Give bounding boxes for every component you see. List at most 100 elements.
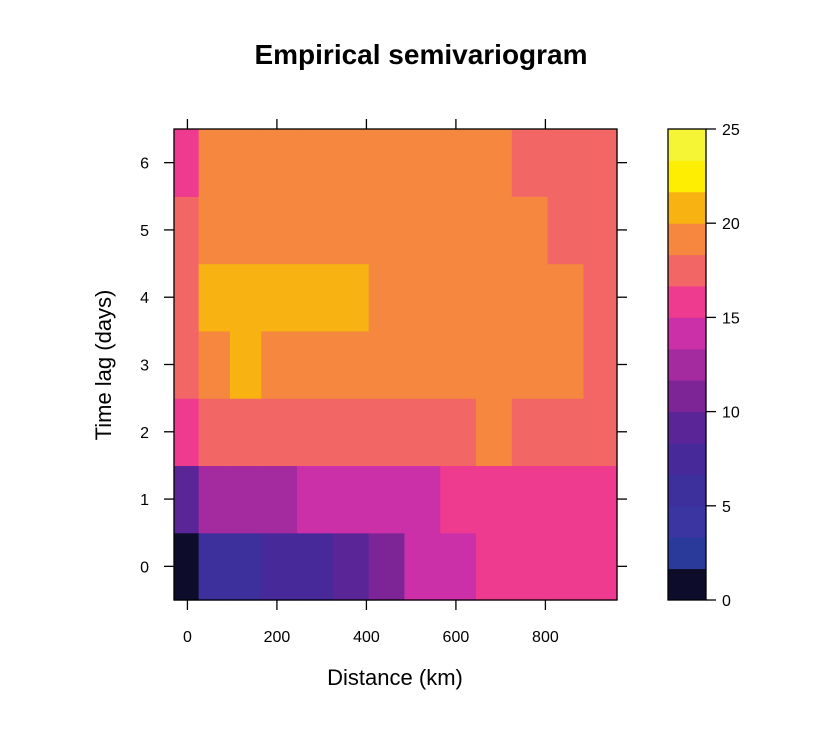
heatmap-cell — [511, 263, 549, 332]
heatmap-cell — [332, 465, 370, 534]
y-tick-label: 0 — [140, 559, 149, 576]
heatmap-cell — [261, 129, 298, 197]
heatmap-cell — [440, 196, 477, 265]
colorbar-tick-label: 0 — [722, 593, 731, 610]
heatmap-cell — [547, 330, 585, 399]
heatmap-cell — [476, 196, 513, 265]
heatmap-cell — [440, 398, 477, 467]
heatmap-cell — [583, 465, 618, 534]
heatmap-cell — [583, 532, 618, 601]
heatmap-cell — [547, 196, 585, 265]
heatmap-cell — [511, 129, 549, 197]
colorbar-swatch — [668, 223, 706, 256]
y-tick-label: 4 — [140, 290, 149, 307]
colorbar-swatch — [668, 537, 706, 570]
x-tick-label: 800 — [532, 629, 559, 646]
heatmap-cell — [547, 532, 585, 601]
colorbar-swatch — [668, 285, 706, 318]
heatmap-cell — [368, 196, 406, 265]
heatmap-cell — [583, 398, 618, 467]
y-tick-label: 3 — [140, 358, 149, 375]
heatmap-cell — [583, 263, 618, 332]
colorbar-swatch — [668, 474, 706, 507]
colorbar-swatch — [668, 411, 706, 444]
heatmap-cell — [297, 263, 334, 332]
heatmap-cell — [229, 465, 262, 534]
heatmap-cell — [229, 398, 262, 467]
heatmap-cell — [174, 465, 200, 534]
y-tick-label: 1 — [140, 492, 149, 509]
colorbar-swatch — [668, 254, 706, 287]
colorbar-frame — [667, 128, 707, 601]
heatmap-cell — [332, 330, 370, 399]
heatmap-cell — [368, 532, 406, 601]
colorbar-swatch — [668, 380, 706, 413]
heatmap-cell — [511, 330, 549, 399]
heatmap-cell — [368, 330, 406, 399]
heatmap-cell — [261, 465, 298, 534]
colorbar-swatch — [668, 191, 706, 224]
colorbar-swatch — [668, 568, 706, 601]
heatmap-cell — [404, 465, 441, 534]
heatmap-cell — [174, 398, 200, 467]
heatmap-cell — [174, 263, 200, 332]
heatmap-cell — [404, 263, 441, 332]
heatmap-cell — [297, 532, 334, 601]
heatmap-cell — [332, 532, 370, 601]
heatmap-cell — [476, 263, 513, 332]
heatmap-cell — [547, 263, 585, 332]
heatmap-cell — [198, 330, 231, 399]
heatmap-cell — [297, 465, 334, 534]
heatmap-cell — [547, 129, 585, 197]
colorbar-tick-label: 5 — [722, 499, 731, 516]
heatmap-cell — [198, 196, 231, 265]
heatmap-cell — [174, 196, 200, 265]
heatmap-cell — [229, 129, 262, 197]
heatmap-cell — [229, 196, 262, 265]
heatmap-cell — [440, 263, 477, 332]
heatmap-cell — [476, 532, 513, 601]
heatmap-cell — [440, 330, 477, 399]
chart-title: Empirical semivariogram — [254, 39, 587, 70]
heatmap-cell — [547, 398, 585, 467]
heatmap-cell — [511, 398, 549, 467]
heatmap-cell — [332, 129, 370, 197]
heatmap-cell — [198, 465, 231, 534]
heatmap-cell — [476, 129, 513, 197]
heatmap-cell — [583, 330, 618, 399]
heatmap-cell — [261, 330, 298, 399]
y-tick-label: 6 — [140, 156, 149, 173]
colorbar-swatch — [668, 317, 706, 350]
x-tick-label: 400 — [353, 629, 380, 646]
heatmap-cell — [511, 532, 549, 601]
colorbar-tick-label: 15 — [722, 310, 740, 327]
heatmap-cell — [440, 129, 477, 197]
heatmap-cell — [332, 196, 370, 265]
heatmap-cells — [174, 129, 618, 601]
heatmap-cell — [368, 129, 406, 197]
heatmap-cell — [198, 532, 231, 601]
colorbar: 0 5 10 15 20 25 — [667, 122, 740, 610]
y-axis-label: Time lag (days) — [91, 290, 116, 441]
colorbar-swatch — [668, 129, 706, 161]
heatmap-cell — [476, 330, 513, 399]
heatmap-cell — [583, 129, 618, 197]
colorbar-swatch — [668, 505, 706, 538]
heatmap-cell — [261, 196, 298, 265]
heatmap-cell — [229, 330, 262, 399]
heatmap-cell — [476, 465, 513, 534]
heatmap-cell — [404, 129, 441, 197]
x-axis-label: Distance (km) — [327, 665, 463, 690]
heatmap-cell — [511, 465, 549, 534]
heatmap-cell — [198, 398, 231, 467]
colorbar-swatch — [668, 160, 706, 193]
y-tick-label: 2 — [140, 425, 149, 442]
heatmap-cell — [476, 398, 513, 467]
colorbar-swatch — [668, 443, 706, 475]
heatmap-cell — [297, 330, 334, 399]
colorbar-tick-label: 10 — [722, 405, 740, 422]
x-tick-label: 0 — [183, 629, 192, 646]
x-tick-label: 200 — [264, 629, 291, 646]
heatmap-cell — [404, 196, 441, 265]
heatmap-cell — [547, 465, 585, 534]
